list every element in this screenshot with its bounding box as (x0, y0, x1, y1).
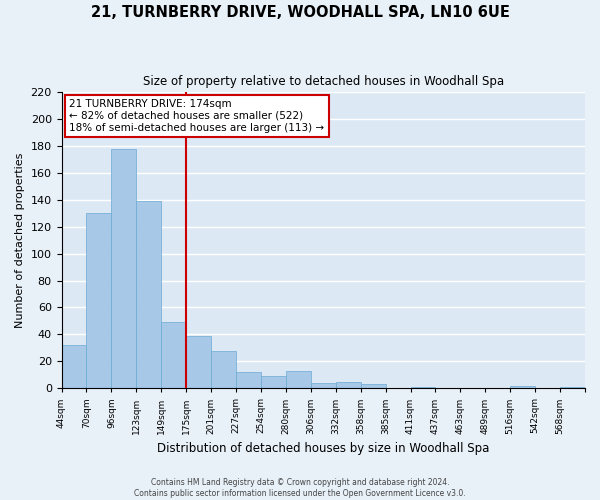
Text: 21 TURNBERRY DRIVE: 174sqm
← 82% of detached houses are smaller (522)
18% of sem: 21 TURNBERRY DRIVE: 174sqm ← 82% of deta… (70, 100, 325, 132)
Bar (112, 148, 136, 388)
Y-axis label: Number of detached properties: Number of detached properties (15, 152, 25, 328)
Bar (186, 336, 211, 388)
Bar (336, 382, 361, 388)
Text: 21, TURNBERRY DRIVE, WOODHALL SPA, LN10 6UE: 21, TURNBERRY DRIVE, WOODHALL SPA, LN10 … (91, 5, 509, 20)
Bar (86, 213, 112, 388)
Text: Contains HM Land Registry data © Crown copyright and database right 2024.
Contai: Contains HM Land Registry data © Crown c… (134, 478, 466, 498)
Bar (211, 350, 236, 389)
Bar (311, 383, 336, 388)
Bar (510, 386, 535, 388)
Title: Size of property relative to detached houses in Woodhall Spa: Size of property relative to detached ho… (143, 75, 504, 88)
Bar (161, 322, 186, 388)
X-axis label: Distribution of detached houses by size in Woodhall Spa: Distribution of detached houses by size … (157, 442, 490, 455)
Bar (560, 387, 585, 388)
Bar (136, 201, 161, 388)
Bar (62, 345, 86, 389)
Bar (410, 387, 436, 388)
Bar (236, 372, 261, 388)
Bar (361, 384, 386, 388)
Bar (261, 376, 286, 388)
Bar (286, 371, 311, 388)
